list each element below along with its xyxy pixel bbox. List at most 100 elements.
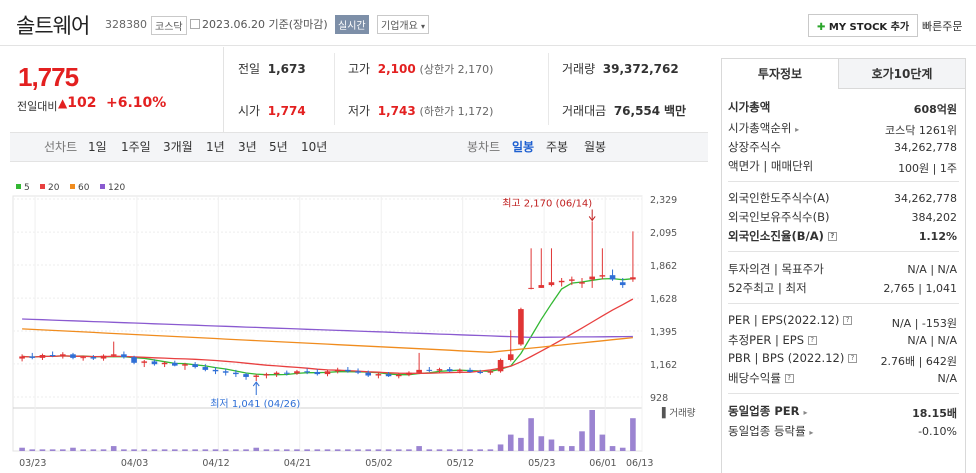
volume-bar xyxy=(477,449,484,451)
mystock-label: MY STOCK 추가 xyxy=(828,22,910,33)
prev-close-label: 전일 xyxy=(238,62,261,76)
candle-body xyxy=(131,357,137,363)
volume-bar xyxy=(141,449,148,451)
legend-label: 20 xyxy=(48,183,60,193)
est-per-text: 추정PER | EPS xyxy=(728,333,805,347)
quick-order-link[interactable]: 빠른주문 xyxy=(922,20,963,33)
y-tick-label: 2,095 xyxy=(650,228,677,239)
volume-label: 거래량 xyxy=(562,62,596,76)
candle-body xyxy=(334,369,341,372)
candle-body xyxy=(29,356,36,358)
period-10y[interactable]: 10년 xyxy=(301,140,328,154)
plus-icon: ✚ xyxy=(817,22,826,33)
volume-bar xyxy=(19,447,25,451)
face-value: 100원 | 1주 xyxy=(898,162,957,175)
period-5y[interactable]: 5년 xyxy=(269,140,288,154)
volume-bar xyxy=(182,449,188,451)
volume-bar xyxy=(467,449,473,451)
volume-bar xyxy=(558,446,565,451)
candle-body xyxy=(548,282,555,286)
volume-bar xyxy=(29,449,36,451)
candle-body xyxy=(619,282,626,286)
base-date: 2023.06.20 기준(장마감) xyxy=(190,16,328,32)
divider xyxy=(728,181,959,182)
stock-code: 328380 xyxy=(105,18,147,31)
est-per-value: N/A | N/A xyxy=(907,334,957,347)
y-tick-label: 1,628 xyxy=(650,294,677,305)
volume-bar xyxy=(324,449,331,451)
tab-invest-info[interactable]: 투자정보 xyxy=(722,59,839,89)
info-panel: 투자정보 호가10단계 시가총액 608억원 시가총액순위 ▸ 코스닥 1261… xyxy=(721,58,966,473)
quote-divider xyxy=(334,53,335,125)
mystock-add-button[interactable]: ✚ MY STOCK 추가 xyxy=(808,14,919,37)
candle-body xyxy=(202,367,209,370)
help-icon[interactable]: ? xyxy=(843,316,853,325)
help-icon[interactable]: ? xyxy=(827,232,837,241)
cap-rank-label[interactable]: 시가총액순위 ▸ xyxy=(728,120,799,136)
y-tick-label: 1,162 xyxy=(650,360,677,371)
volume-bar xyxy=(161,449,168,451)
dividend-label: 배당수익률 ? xyxy=(728,370,794,386)
dividend-value: N/A xyxy=(937,372,957,385)
period-1d[interactable]: 1일 xyxy=(88,140,107,154)
legend-swatch xyxy=(100,184,105,189)
industry-per-label[interactable]: 동일업종 PER ▸ xyxy=(728,403,808,419)
industry-rate-label[interactable]: 동일업종 등락률 ▸ xyxy=(728,423,813,439)
x-tick-label: 03/23 xyxy=(19,458,46,469)
price-change-value: 102 xyxy=(67,95,97,111)
price-chart[interactable]: 5 20 60 120 최고 2,170 (06/14) 최저 1,041 (04/26… xyxy=(10,176,708,473)
ma-line-60 xyxy=(22,328,633,353)
candle-body xyxy=(416,369,422,373)
volume-bar xyxy=(426,449,433,451)
candle-weekly[interactable]: 주봉 xyxy=(546,140,569,154)
candle-body xyxy=(294,371,300,374)
stock-header xyxy=(0,0,976,46)
base-date-text: 2023.06.20 기준(장마감) xyxy=(202,18,328,31)
period-1w[interactable]: 1주일 xyxy=(121,140,151,154)
period-3y[interactable]: 3년 xyxy=(238,140,257,154)
volume-bar xyxy=(121,449,127,451)
candle-body xyxy=(90,357,97,359)
candle-body xyxy=(365,372,372,376)
divider xyxy=(728,303,959,304)
per-value: N/A | -153원 xyxy=(891,317,957,330)
est-per-label: 추정PER | EPS ? xyxy=(728,332,817,348)
chart-annotations: 최고 2,170 (06/14) 최저 1,041 (04/26) xyxy=(210,197,596,410)
volume-bar xyxy=(497,444,504,451)
volume-bar xyxy=(599,434,606,451)
volume-bar xyxy=(283,449,290,451)
period-3m[interactable]: 3개월 xyxy=(163,140,193,154)
stock-name: 솔트웨어 xyxy=(16,14,90,38)
chart-period-bar xyxy=(10,132,708,162)
candle-body xyxy=(39,355,46,358)
low-value: 1,743 xyxy=(377,104,416,118)
period-1y[interactable]: 1년 xyxy=(206,140,225,154)
industry-rate-value: -0.10% xyxy=(918,425,957,438)
candle-body xyxy=(375,374,382,376)
volume-bar xyxy=(436,449,443,451)
y-axis-labels: 2,329 2,095 1,862 1,628 1,395 1,162 928 xyxy=(650,195,677,404)
foreign-limit-label: 외국인한도주식수(A) xyxy=(728,191,830,205)
volume-bar xyxy=(385,449,392,451)
candle-body xyxy=(182,364,188,366)
help-icon[interactable]: ? xyxy=(847,354,857,363)
candle-monthly[interactable]: 월봉 xyxy=(584,140,607,154)
candle-body xyxy=(70,354,76,358)
volume-bar xyxy=(457,449,463,451)
help-icon[interactable]: ? xyxy=(807,336,817,345)
divider xyxy=(728,393,959,394)
help-icon[interactable]: ? xyxy=(784,374,794,383)
tab-orderbook[interactable]: 호가10단계 xyxy=(839,59,965,89)
amount-value: 76,554 xyxy=(613,104,661,118)
foreign-limit-value: 34,262,778 xyxy=(894,192,957,205)
candle-body xyxy=(49,355,56,357)
volume-bar xyxy=(110,446,117,451)
realtime-button[interactable]: 실시간 xyxy=(335,15,369,34)
foreign-hold-label: 외국인보유주식수(B) xyxy=(728,210,830,224)
corp-info-dropdown[interactable]: 기업개요 ▾ xyxy=(377,15,430,34)
shares-value: 34,262,778 xyxy=(894,141,957,154)
candle-daily[interactable]: 일봉 xyxy=(512,140,535,154)
volume-bar xyxy=(233,449,239,451)
quote-volume: 거래량 39,372,762 xyxy=(562,60,679,77)
candle-body xyxy=(171,362,178,366)
